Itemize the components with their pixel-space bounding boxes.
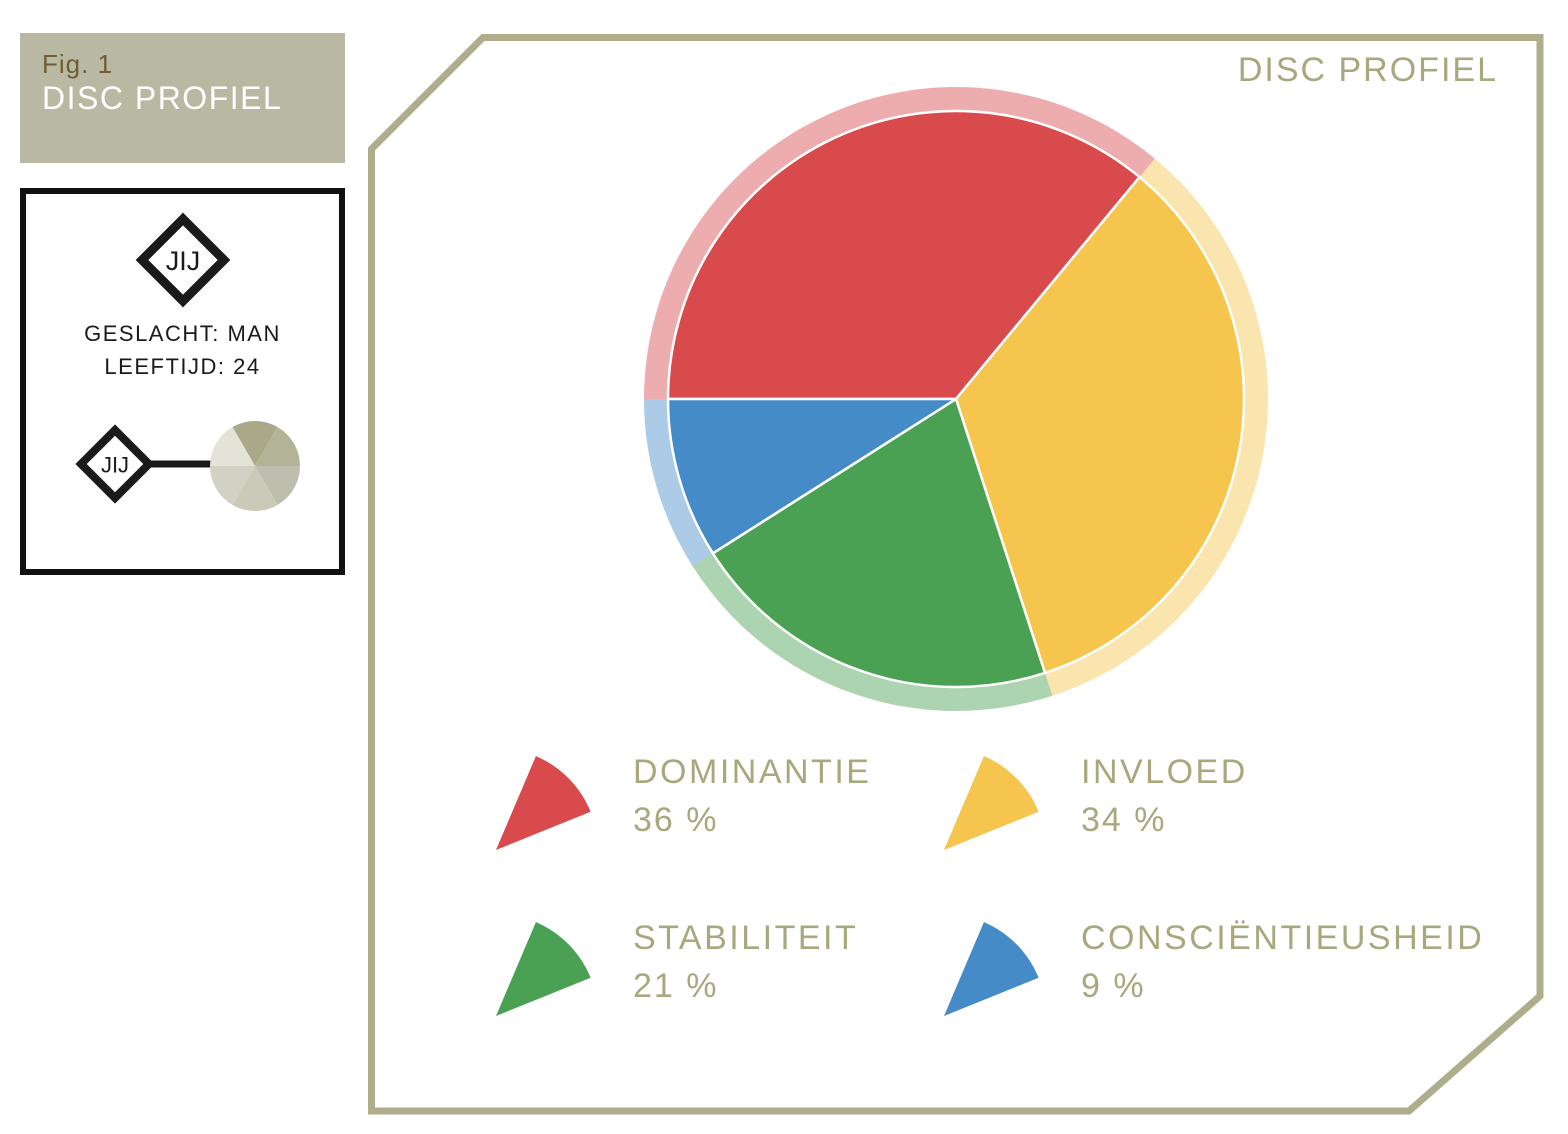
pie-slice-stabiliteit <box>711 397 1047 689</box>
legend-item-dominantie: DOMINANTIE 36 % <box>488 744 871 856</box>
pie-slice-consciëntieusheid <box>666 397 958 555</box>
wedge-icon-stabiliteit <box>496 922 591 1016</box>
mini-you-marker-label: JIJ <box>101 453 129 478</box>
wedge-icon-dominantie <box>496 756 591 850</box>
wedge-icon-conscientieusheid <box>944 922 1039 1016</box>
you-marker-label: JIJ <box>166 246 201 276</box>
diamond-shape <box>135 212 231 308</box>
mini-pie-segment <box>210 466 255 505</box>
person-info-box: JIJ GESLACHT: MAN LEEFTIJD: 24 JIJ <box>20 188 345 575</box>
gender-text: GESLACHT: MAN <box>84 321 281 346</box>
mini-pie-segment <box>255 427 300 466</box>
legend-label: INVLOED <box>1081 753 1248 791</box>
legend-value: 9 % <box>1081 967 1146 1005</box>
panel-title: DISC PROFIEL <box>1237 51 1498 89</box>
disc-pie-chart <box>644 86 1269 711</box>
legend-label: DOMINANTIE <box>633 753 872 791</box>
wedge-shape <box>944 922 1039 1016</box>
legend-key-row: JIJ <box>75 421 300 511</box>
wedge-shape <box>496 756 591 850</box>
legend-label: CONSCIËNTIEUSHEID <box>1081 919 1485 957</box>
figure-title: DISC PROFIEL <box>42 80 283 116</box>
legend-item-stabiliteit: STABILITEIT 21 % <box>488 910 858 1022</box>
mini-pie-segment <box>232 421 278 466</box>
legend-label: STABILITEIT <box>633 919 859 957</box>
mini-pie-segment <box>210 427 255 466</box>
pie-slices <box>666 109 1246 689</box>
mini-pie-segment <box>255 466 300 505</box>
wedge-shape <box>944 756 1039 850</box>
legend-item-conscientieusheid: CONSCIËNTIEUSHEID 9 % <box>936 910 1484 1022</box>
wedge-shape <box>496 922 591 1016</box>
age-text: LEEFTIJD: 24 <box>104 354 261 379</box>
you-marker-icon: JIJ <box>135 212 231 308</box>
panel-border <box>368 34 1544 1115</box>
legend-item-invloed: INVLOED 34 % <box>936 744 1248 856</box>
pie-slice-dominantie <box>666 109 1141 401</box>
wedge-icon-invloed <box>944 756 1039 850</box>
panel-border-path <box>368 34 1544 1115</box>
legend-value: 21 % <box>633 967 719 1005</box>
legend-value: 34 % <box>1081 801 1167 839</box>
mini-diamond-shape <box>75 424 155 504</box>
figure-label-box: Fig. 1 DISC PROFIEL <box>20 33 345 163</box>
figure-number: Fig. 1 <box>42 49 114 79</box>
mini-pie-icon <box>210 421 300 511</box>
pie-slice-invloed <box>954 175 1246 675</box>
mini-pie-segment <box>232 466 278 511</box>
legend-value: 36 % <box>633 801 719 839</box>
